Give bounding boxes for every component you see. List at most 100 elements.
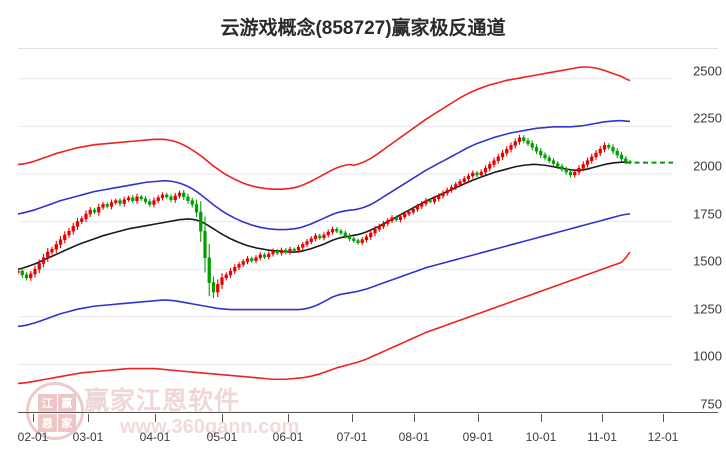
candle-body	[377, 226, 381, 230]
candle-body	[245, 258, 250, 262]
candle-body	[177, 192, 182, 197]
candle-body	[590, 156, 594, 161]
candle-body	[211, 282, 216, 293]
candle-body	[207, 257, 211, 283]
series-line	[18, 161, 631, 270]
x-axis-tick-1	[88, 414, 89, 422]
candle-body	[160, 194, 165, 199]
x-axis-line	[18, 412, 718, 413]
x-axis-tick-4	[288, 414, 289, 422]
y-axis-tick-label-6: 1000	[693, 348, 722, 364]
candle-body	[360, 239, 364, 243]
y-axis-tick-label-5: 1250	[693, 301, 722, 317]
candle-body	[364, 236, 369, 240]
candle-body	[58, 239, 63, 245]
candle-body	[262, 254, 267, 258]
candle-body	[326, 231, 330, 236]
candle-body	[305, 241, 309, 245]
x-axis-tick-label-1: 03-01	[72, 430, 104, 444]
candle-body	[356, 240, 360, 243]
candle-body	[432, 198, 437, 202]
candle-body	[492, 160, 496, 165]
candle-body	[250, 258, 254, 261]
candle-body	[543, 154, 547, 159]
candle-body	[458, 181, 462, 185]
candle-body	[466, 175, 471, 180]
candle-body	[182, 192, 186, 198]
candle-body	[585, 160, 590, 165]
candle-body	[373, 228, 377, 234]
candle-body	[233, 266, 237, 272]
candle-body	[339, 230, 343, 234]
candle-body	[517, 137, 522, 142]
chart-title: 云游戏概念(858727)赢家极反通道	[220, 18, 506, 39]
candle-body	[258, 254, 262, 259]
candle-body	[390, 217, 394, 221]
candle-body	[522, 137, 526, 141]
x-axis-tick-7	[478, 414, 479, 422]
candle-body	[203, 230, 207, 259]
candle-body	[18, 270, 20, 273]
candle-body	[573, 171, 577, 176]
candle-body	[428, 200, 432, 203]
candle-body	[165, 194, 169, 198]
x-axis-tick-label-10: 12-01	[647, 430, 679, 444]
candle-body	[398, 216, 403, 220]
candle-body	[101, 204, 105, 208]
y-axis-tick-label-7: 750	[700, 396, 722, 412]
x-axis-tick-label-0: 02-01	[17, 430, 49, 444]
y-axis-tick-label-4: 1500	[693, 253, 722, 269]
candle-body	[347, 235, 352, 240]
candle-body	[564, 168, 568, 173]
x-axis-tick-label-2: 04-01	[139, 430, 171, 444]
candle-body	[139, 196, 143, 200]
candle-body	[330, 228, 335, 233]
candle-body	[420, 203, 424, 207]
candle-body	[445, 189, 449, 194]
x-axis-tick-5	[352, 414, 353, 422]
candle-body	[41, 257, 46, 264]
candle-body	[275, 250, 279, 254]
candle-body	[415, 206, 420, 210]
chart-canvas	[18, 66, 673, 412]
candle-body	[568, 171, 573, 176]
x-axis-tick-label-8: 10-01	[525, 430, 557, 444]
candle-body	[530, 143, 534, 148]
candle-body	[254, 257, 258, 261]
candle-body	[454, 184, 458, 188]
candle-body	[352, 238, 356, 241]
candle-body	[301, 244, 305, 248]
candle-body	[284, 249, 288, 253]
x-axis-tick-6	[414, 414, 415, 422]
candle-body	[619, 154, 624, 160]
candle-body	[407, 211, 411, 215]
candle-body	[475, 172, 479, 176]
candle-body	[598, 148, 602, 154]
plot-area	[18, 55, 673, 412]
candle-body	[496, 156, 500, 161]
candle-body	[309, 238, 313, 242]
candle-body	[122, 199, 126, 204]
candle-body	[411, 208, 415, 213]
candle-body	[271, 250, 275, 255]
candle-body	[403, 213, 407, 218]
candle-body	[50, 248, 54, 253]
candle-body	[109, 202, 114, 207]
candle-body	[462, 178, 466, 182]
candle-body	[131, 197, 135, 201]
candle-body	[547, 157, 551, 161]
y-axis-tick-label-2: 2000	[693, 158, 722, 174]
candle-body	[33, 268, 37, 275]
candle-body	[37, 263, 41, 270]
candle-body	[526, 140, 530, 144]
candle-body	[63, 234, 67, 240]
candle-body	[220, 277, 224, 285]
candle-body	[500, 152, 505, 158]
header-divider	[18, 48, 718, 49]
y-axis-labels: 2500 2250 2000 1750 1500 1250 1000 750	[673, 55, 726, 412]
candle-body	[118, 200, 122, 204]
candle-body	[602, 145, 607, 150]
candle-body	[75, 221, 80, 227]
candle-body	[194, 204, 199, 213]
candle-body	[513, 141, 517, 146]
